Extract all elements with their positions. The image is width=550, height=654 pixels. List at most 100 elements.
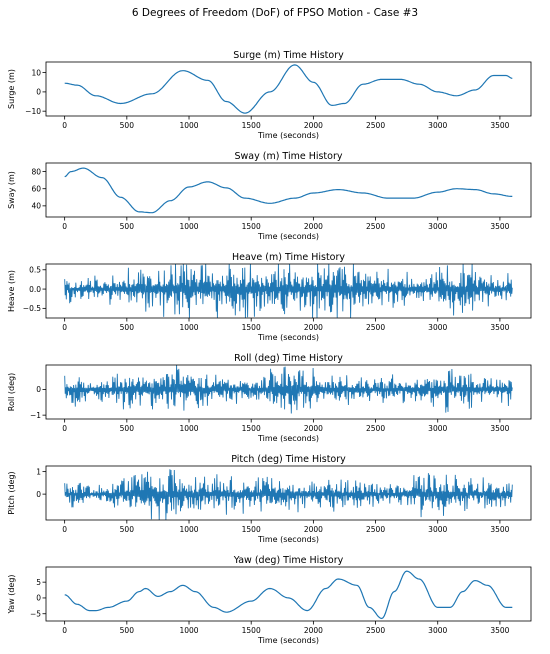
x-tick-label: 500 bbox=[120, 525, 135, 534]
y-tick-label: 0 bbox=[36, 385, 41, 394]
x-tick-label: 1000 bbox=[179, 121, 198, 130]
axes-frame bbox=[45, 364, 532, 420]
x-tick-label: 1500 bbox=[242, 222, 261, 231]
x-tick-label: 1000 bbox=[179, 222, 198, 231]
x-tick-label: 3500 bbox=[490, 323, 509, 332]
subplot-title: Surge (m) Time History bbox=[233, 50, 344, 61]
y-tick-label: 5 bbox=[36, 578, 41, 587]
y-tick-label: 0.0 bbox=[29, 285, 41, 294]
x-tick-label: 1000 bbox=[179, 626, 198, 635]
subplot-3: Heave (m) Time History 0 500 1000 1500 2000 25… bbox=[7, 252, 532, 342]
subplot-title: Sway (m) Time History bbox=[234, 151, 342, 162]
x-tick-label: 0 bbox=[62, 626, 67, 635]
y-axis-label: Roll (deg) bbox=[7, 373, 16, 411]
x-tick-label: 1000 bbox=[179, 525, 198, 534]
x-tick-label: 1500 bbox=[242, 525, 261, 534]
subplot-6: Yaw (deg) Time History 0 500 1000 1500 2000 25… bbox=[7, 555, 532, 645]
y-tick-label: 10 bbox=[31, 68, 41, 77]
x-axis-label: Time (seconds) bbox=[257, 535, 319, 544]
x-tick-label: 2000 bbox=[304, 323, 323, 332]
x-tick-label: 500 bbox=[120, 626, 135, 635]
subplot-2: Sway (m) Time History 0 500 1000 1500 2000 250… bbox=[7, 151, 532, 241]
x-tick-label: 0 bbox=[62, 525, 67, 534]
y-tick-label: 40 bbox=[31, 202, 41, 211]
y-axis-label: Yaw (deg) bbox=[7, 574, 16, 614]
y-axis-label: Sway (m) bbox=[7, 171, 16, 209]
x-tick-label: 2500 bbox=[366, 222, 385, 231]
x-tick-label: 2000 bbox=[304, 424, 323, 433]
x-tick-label: 3500 bbox=[490, 424, 509, 433]
y-axis-label: Surge (m) bbox=[7, 69, 16, 109]
y-tick-label: 0 bbox=[36, 594, 41, 603]
x-tick-label: 3000 bbox=[428, 323, 447, 332]
x-tick-label: 2500 bbox=[366, 323, 385, 332]
x-tick-label: 2500 bbox=[366, 424, 385, 433]
y-tick-label: 0 bbox=[36, 88, 41, 97]
x-tick-label: 0 bbox=[62, 424, 67, 433]
x-tick-label: 3000 bbox=[428, 525, 447, 534]
x-tick-label: 500 bbox=[120, 424, 135, 433]
axes-frame bbox=[45, 465, 532, 521]
x-tick-label: 500 bbox=[120, 222, 135, 231]
x-tick-label: 2000 bbox=[304, 222, 323, 231]
y-tick-label: 0 bbox=[36, 490, 41, 499]
axes-frame bbox=[45, 162, 532, 218]
x-tick-label: 2000 bbox=[304, 626, 323, 635]
y-tick-label: −5 bbox=[30, 609, 41, 618]
x-tick-label: 3500 bbox=[490, 121, 509, 130]
x-axis-label: Time (seconds) bbox=[257, 636, 319, 645]
series-line bbox=[64, 364, 513, 414]
axes-frame bbox=[45, 566, 532, 622]
x-tick-label: 3500 bbox=[490, 222, 509, 231]
x-tick-label: 3000 bbox=[428, 121, 447, 130]
x-tick-label: 1000 bbox=[179, 424, 198, 433]
x-tick-label: 1000 bbox=[179, 323, 198, 332]
x-tick-label: 2500 bbox=[366, 626, 385, 635]
y-axis-label: Pitch (deg) bbox=[7, 471, 16, 514]
x-axis-label: Time (seconds) bbox=[257, 333, 319, 342]
y-tick-label: −0.5 bbox=[23, 304, 41, 313]
y-tick-label: 1 bbox=[36, 467, 41, 476]
subplot-title: Roll (deg) Time History bbox=[234, 353, 343, 364]
series-line bbox=[64, 64, 513, 114]
x-tick-label: 0 bbox=[62, 121, 67, 130]
axes-frame bbox=[45, 61, 532, 117]
y-tick-label: 0.5 bbox=[29, 265, 41, 274]
x-tick-label: 1500 bbox=[242, 121, 261, 130]
axes-frame bbox=[45, 263, 532, 319]
x-tick-label: 3000 bbox=[428, 626, 447, 635]
x-tick-label: 2500 bbox=[366, 525, 385, 534]
x-tick-label: 2000 bbox=[304, 121, 323, 130]
x-tick-label: 2000 bbox=[304, 525, 323, 534]
x-tick-label: 1500 bbox=[242, 424, 261, 433]
y-tick-label: 80 bbox=[31, 167, 41, 176]
series-line bbox=[64, 167, 513, 214]
y-tick-label: −10 bbox=[25, 107, 41, 116]
series-line bbox=[64, 570, 513, 620]
x-tick-label: 1500 bbox=[242, 626, 261, 635]
x-tick-label: 3000 bbox=[428, 424, 447, 433]
x-axis-label: Time (seconds) bbox=[257, 434, 319, 443]
y-tick-label: 60 bbox=[31, 184, 41, 193]
subplot-title: Heave (m) Time History bbox=[232, 252, 345, 263]
x-tick-label: 0 bbox=[62, 323, 67, 332]
figure-suptitle: 6 Degrees of Freedom (DoF) of FPSO Motio… bbox=[132, 7, 418, 19]
subplot-5: Pitch (deg) Time History 0 500 1000 1500 2000… bbox=[7, 454, 532, 544]
x-tick-label: 500 bbox=[120, 323, 135, 332]
x-tick-label: 3500 bbox=[490, 626, 509, 635]
subplot-title: Pitch (deg) Time History bbox=[231, 454, 346, 465]
subplot-title: Yaw (deg) Time History bbox=[233, 555, 344, 566]
x-tick-label: 1500 bbox=[242, 323, 261, 332]
x-tick-label: 500 bbox=[120, 121, 135, 130]
y-axis-label: Heave (m) bbox=[7, 270, 16, 312]
x-tick-label: 3000 bbox=[428, 222, 447, 231]
x-axis-label: Time (seconds) bbox=[257, 232, 319, 241]
series-line bbox=[64, 469, 513, 521]
subplot-4: Roll (deg) Time History 0 500 1000 1500 2000 2… bbox=[7, 353, 532, 443]
subplot-1: Surge (m) Time History 0 500 1000 1500 2000 25… bbox=[7, 50, 532, 140]
x-tick-label: 2500 bbox=[366, 121, 385, 130]
x-axis-label: Time (seconds) bbox=[257, 131, 319, 140]
x-tick-label: 0 bbox=[62, 222, 67, 231]
